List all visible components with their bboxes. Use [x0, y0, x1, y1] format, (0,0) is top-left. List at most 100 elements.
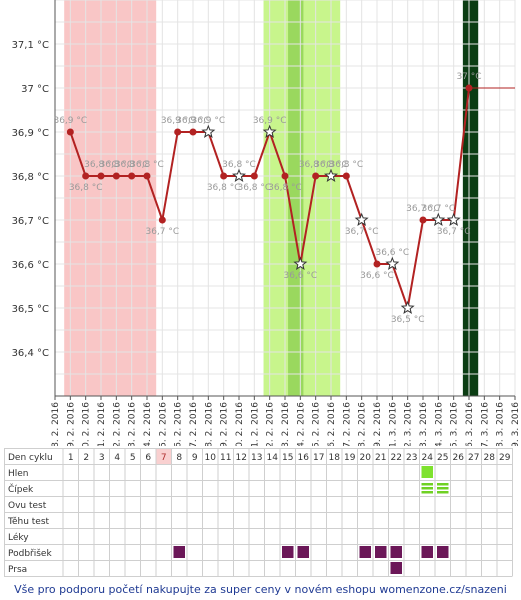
x-tick-label: 1. 3. 2016	[388, 402, 398, 446]
data-point-star	[201, 124, 216, 138]
x-tick-label: 11. 2. 2016	[97, 402, 107, 446]
data-point	[128, 172, 136, 180]
data-point	[465, 84, 473, 92]
day-number: 21	[375, 453, 386, 463]
symptom-mark	[359, 546, 371, 558]
data-label: 36,6 °C	[360, 271, 394, 281]
footer-shop-link[interactable]: Vše pro podporu početí nakupujte za supe…	[14, 583, 507, 596]
symptom-mark	[390, 562, 402, 574]
data-point	[312, 172, 320, 180]
x-tick-label: 7. 3. 2016	[480, 402, 490, 446]
day-number: 28	[484, 453, 496, 463]
x-tick-label: 20. 2. 2016	[235, 402, 245, 446]
table-header-label: Den cyklu	[8, 453, 53, 463]
data-label: 36,8 °C	[115, 160, 149, 170]
data-label: 36,8 °C	[130, 160, 164, 170]
row-label: Ovu test	[8, 501, 47, 511]
day-number: 24	[422, 453, 434, 463]
day-highlight	[156, 448, 172, 464]
data-point-star	[354, 212, 369, 226]
data-label: 36,9 °C	[176, 116, 210, 126]
data-point	[220, 172, 228, 180]
x-tick-label: 21. 2. 2016	[250, 402, 260, 446]
data-label: 36,8 °C	[69, 183, 103, 193]
y-tick-label: 37,1 °C	[12, 40, 49, 51]
data-point	[250, 172, 258, 180]
data-label: 36,5 °C	[391, 315, 425, 325]
data-label: 36,7 °C	[345, 227, 379, 237]
data-label: 36,7 °C	[421, 204, 455, 214]
data-point	[82, 172, 90, 180]
data-point	[281, 172, 289, 180]
symptom-mark	[375, 546, 387, 558]
x-tick-label: 14. 2. 2016	[143, 402, 153, 446]
cervix-mark	[421, 487, 433, 490]
row-label: Prsa	[8, 565, 27, 575]
data-label: 36,8 °C	[207, 183, 241, 193]
y-tick-label: 36,5 °C	[12, 304, 49, 315]
x-tick-label: 12. 2. 2016	[112, 402, 122, 446]
data-label: 36,6 °C	[375, 248, 409, 258]
data-label: 36,8 °C	[99, 160, 133, 170]
cycle-table: 1 2 3 4 5 6 7 8 9 10 11 12 13 14 15 16 17 18 19 20 21 22 23 24 2…	[4, 448, 513, 577]
day-number: 8	[176, 453, 182, 463]
data-point	[189, 128, 197, 136]
x-tick-label: 23. 2. 2016	[281, 402, 291, 446]
x-tick-label: 2. 3. 2016	[404, 402, 414, 446]
cervix-mark	[421, 491, 433, 494]
data-label: 36,7 °C	[145, 227, 179, 237]
day-number: 11	[220, 453, 231, 463]
x-tick-label: 8. 2. 2016	[51, 402, 61, 446]
y-tick-label: 36,6 °C	[12, 260, 49, 271]
x-tick-label: 25. 2. 2016	[312, 402, 322, 446]
day-number: 13	[251, 453, 262, 463]
data-label: 36,8 °C	[84, 160, 118, 170]
x-tick-label: 16. 2. 2016	[174, 402, 184, 446]
data-point-star	[323, 168, 339, 182]
day-number: 1	[68, 453, 74, 463]
x-tick-label: 26. 2. 2016	[327, 402, 337, 446]
mucus-mark	[421, 466, 433, 478]
day-number: 17	[313, 453, 324, 463]
data-point-star	[446, 212, 461, 226]
day-number: 22	[391, 453, 402, 463]
data-point	[174, 128, 182, 136]
symptom-mark	[297, 546, 309, 558]
day-number: 27	[468, 453, 479, 463]
x-tick-label: 4. 3. 2016	[434, 402, 444, 446]
data-label: 36,8 °C	[237, 183, 271, 193]
row-label: Hlen	[8, 469, 29, 479]
data-label: 37 °C	[456, 72, 481, 82]
data-point	[158, 216, 166, 224]
y-tick-label: 36,7 °C	[12, 216, 49, 227]
day-number: 19	[344, 453, 356, 463]
day-number: 16	[298, 453, 310, 463]
data-label: 36,8 °C	[268, 183, 302, 193]
data-point-star	[262, 124, 277, 138]
day-number: 14	[267, 453, 279, 463]
y-tick-label: 36,4 °C	[12, 348, 49, 359]
data-point-star	[385, 256, 400, 270]
data-point	[143, 172, 151, 180]
data-label: 36,9 °C	[161, 116, 195, 126]
data-label: 36,9 °C	[191, 116, 225, 126]
data-label: 36,8 °C	[329, 160, 363, 170]
data-label: 36,8 °C	[222, 160, 256, 170]
row-label: Podbřišek	[8, 548, 52, 559]
day-number: 26	[453, 453, 465, 463]
x-tick-label: 8. 3. 2016	[496, 402, 506, 446]
day-number: 25	[437, 453, 448, 463]
x-tick-label: 10. 2. 2016	[82, 402, 92, 446]
data-label: 36,9 °C	[253, 116, 287, 126]
x-tick-label: 9. 2. 2016	[66, 402, 76, 446]
y-tick-label: 36,8 °C	[12, 172, 49, 183]
x-tick-label: 13. 2. 2016	[128, 402, 138, 446]
x-tick-label: 5. 3. 2016	[450, 402, 460, 446]
symptom-mark	[173, 546, 185, 558]
data-point-star	[231, 168, 247, 182]
data-point	[112, 172, 120, 180]
data-label: 36,7 °C	[437, 227, 471, 237]
data-point	[66, 128, 74, 136]
day-number: 15	[282, 453, 293, 463]
x-tick-label: 3. 3. 2016	[419, 402, 429, 446]
